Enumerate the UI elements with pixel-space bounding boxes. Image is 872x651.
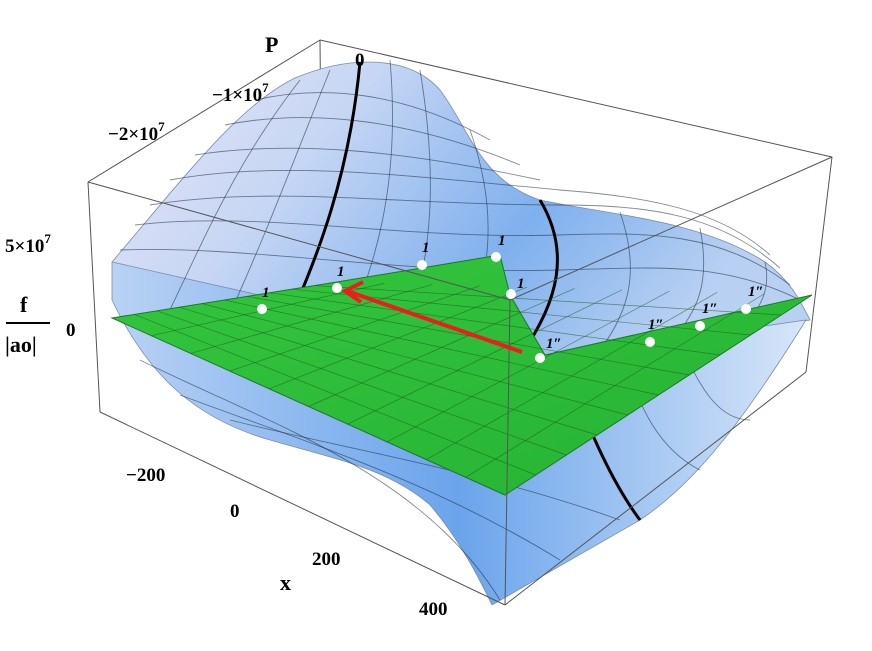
plane-grid-line <box>426 292 718 460</box>
point-marker <box>535 353 545 363</box>
p-tick-2: −1×107 <box>212 80 269 106</box>
point-label: 1″ <box>648 317 664 333</box>
point-marker <box>491 252 501 262</box>
green-plane <box>110 254 813 496</box>
x-tick-1: −200 <box>126 465 165 486</box>
surface-grid-line-p <box>119 249 801 301</box>
bounding-box-front <box>87 156 833 606</box>
x-tick-3: 200 <box>312 549 341 570</box>
plane-grid-line <box>386 290 670 443</box>
surface-grid-line-p <box>169 169 771 256</box>
red-arrow-shaft <box>346 289 523 354</box>
point-label: 1″ <box>546 336 562 352</box>
point-marker <box>257 304 267 314</box>
point-label: 1 <box>517 276 525 292</box>
labeled-points: 1 1 1 1 1 1″ 1″ 1″ 1″ <box>257 233 764 363</box>
surface-grid-line-p <box>134 220 791 286</box>
point-label: 1″ <box>748 284 764 300</box>
point-label: 1 <box>422 240 430 256</box>
surface-grid-line-front <box>139 359 501 601</box>
point-marker <box>695 321 705 331</box>
surface-grid-line-p <box>254 92 491 141</box>
surface-grid-line-x <box>599 211 631 351</box>
x-tick-2: 0 <box>230 501 240 522</box>
z-axis-numerator: f <box>20 292 28 317</box>
surface-grid-line-x <box>159 79 301 331</box>
x-tick-4: 400 <box>419 599 448 620</box>
plane-grid-line <box>314 285 782 316</box>
point-marker <box>332 283 342 293</box>
surface-grid-line-front <box>229 419 621 521</box>
surface-grid-line-front <box>179 394 561 561</box>
z-axis-title: f |ao| <box>5 292 50 357</box>
z-tick-1: 5×107 <box>5 231 51 257</box>
point-label: 1 <box>337 264 345 280</box>
point-marker <box>645 337 655 347</box>
z-axis-denominator: |ao| <box>5 332 37 357</box>
x-axis-ticks: −200 0 200 400 <box>126 465 448 620</box>
surface-grid-line-p <box>149 195 781 269</box>
z-axis-ticks: 5×107 0 <box>5 231 76 341</box>
point-label: 1 <box>262 285 270 301</box>
point-marker <box>417 260 427 270</box>
plane-grid-line <box>347 289 623 425</box>
x-axis-title: x <box>280 570 291 595</box>
p-tick-3: 0 <box>355 50 365 71</box>
point-marker <box>741 304 751 314</box>
p-axis-title: P <box>265 32 278 57</box>
plane-grid-line <box>269 292 720 356</box>
surface-grid-line-p <box>224 117 521 166</box>
surface-grid-line-p <box>194 147 541 181</box>
plane-grid-line <box>246 296 690 376</box>
red-arrow-head <box>341 280 364 304</box>
plane-grid-line <box>224 299 659 396</box>
point-label: 1 <box>498 233 506 249</box>
z-tick-2: 0 <box>66 320 76 341</box>
p-axis-ticks: −2×107 −1×107 0 <box>108 50 365 145</box>
plane-grid-line <box>465 293 765 478</box>
p-tick-1: −2×107 <box>108 119 165 145</box>
point-marker <box>506 289 516 299</box>
point-label: 1″ <box>702 301 718 317</box>
